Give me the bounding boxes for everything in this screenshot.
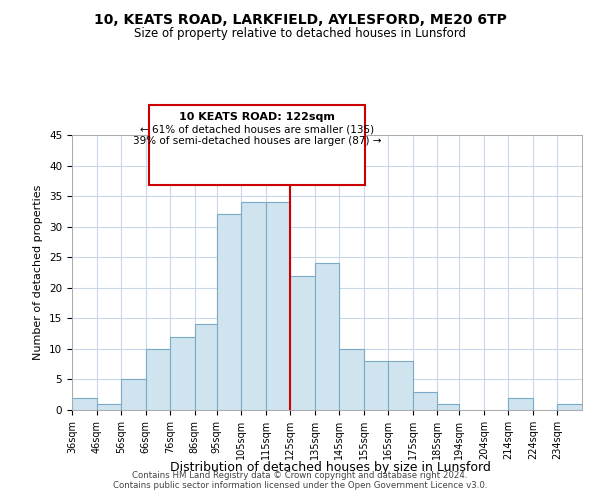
Bar — [437, 404, 460, 410]
Bar — [364, 361, 388, 410]
Text: ← 61% of detached houses are smaller (135): ← 61% of detached houses are smaller (13… — [140, 125, 374, 135]
Text: Distribution of detached houses by size in Lunsford: Distribution of detached houses by size … — [170, 461, 490, 474]
Text: 10, KEATS ROAD, LARKFIELD, AYLESFORD, ME20 6TP: 10, KEATS ROAD, LARKFIELD, AYLESFORD, ME… — [94, 12, 506, 26]
Bar — [339, 349, 364, 410]
Bar — [413, 392, 437, 410]
Bar — [388, 361, 413, 410]
Text: 39% of semi-detached houses are larger (87) →: 39% of semi-detached houses are larger (… — [133, 136, 381, 146]
Y-axis label: Number of detached properties: Number of detached properties — [34, 185, 43, 360]
Bar — [217, 214, 241, 410]
Bar — [557, 404, 582, 410]
Bar — [290, 276, 315, 410]
Bar — [508, 398, 533, 410]
Bar — [170, 336, 194, 410]
Bar — [72, 398, 97, 410]
Text: Size of property relative to detached houses in Lunsford: Size of property relative to detached ho… — [134, 28, 466, 40]
Bar — [194, 324, 217, 410]
Bar — [97, 404, 121, 410]
Text: Contains HM Land Registry data © Crown copyright and database right 2024.
Contai: Contains HM Land Registry data © Crown c… — [113, 470, 487, 490]
Bar — [315, 264, 339, 410]
Bar — [266, 202, 290, 410]
Bar — [146, 349, 170, 410]
Bar — [121, 380, 146, 410]
Bar — [241, 202, 266, 410]
Text: 10 KEATS ROAD: 122sqm: 10 KEATS ROAD: 122sqm — [179, 112, 335, 122]
